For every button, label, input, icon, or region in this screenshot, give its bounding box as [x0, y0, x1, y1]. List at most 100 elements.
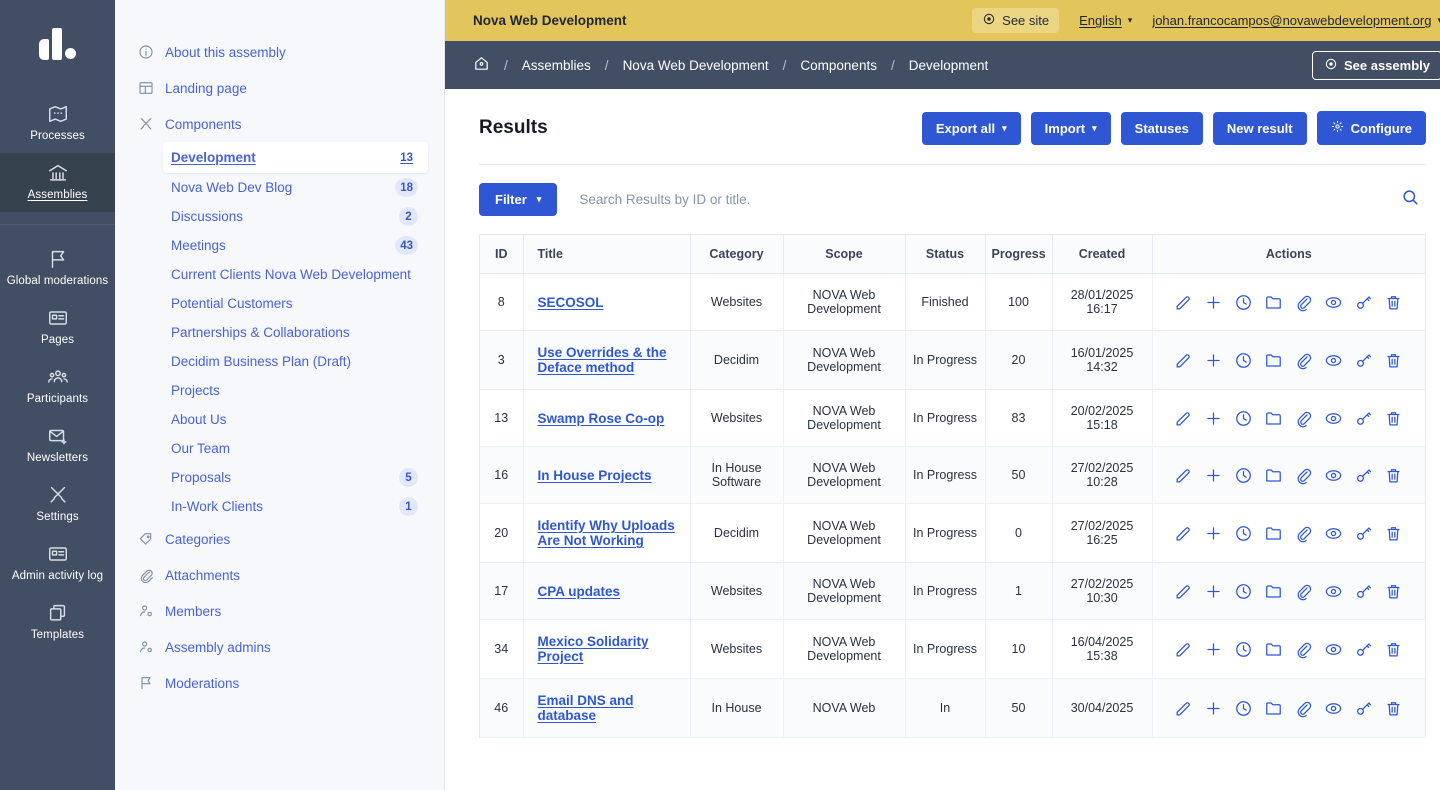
paperclip-icon[interactable] — [1293, 350, 1314, 371]
result-title-link[interactable]: Mexico Solidarity Project — [537, 634, 649, 664]
result-title-link[interactable]: In House Projects — [537, 467, 652, 483]
plus-icon[interactable] — [1203, 465, 1224, 486]
rail-item-templates[interactable]: Templates — [0, 593, 115, 652]
folder-icon[interactable] — [1263, 408, 1284, 429]
paperclip-icon[interactable] — [1293, 639, 1314, 660]
key-icon[interactable] — [1353, 639, 1374, 660]
key-icon[interactable] — [1353, 698, 1374, 719]
breadcrumb-item-development[interactable]: Development — [908, 57, 989, 73]
clock-icon[interactable] — [1233, 581, 1254, 602]
plus-icon[interactable] — [1203, 292, 1224, 313]
key-icon[interactable] — [1353, 292, 1374, 313]
folder-icon[interactable] — [1263, 350, 1284, 371]
paperclip-icon[interactable] — [1293, 408, 1314, 429]
col-header-status[interactable]: Status — [905, 235, 986, 274]
pencil-icon[interactable] — [1173, 639, 1194, 660]
user-menu[interactable]: johan.francocampos@novawebdevelopment.or… — [1152, 13, 1440, 28]
plus-icon[interactable] — [1203, 523, 1224, 544]
key-icon[interactable] — [1353, 523, 1374, 544]
result-title-link[interactable]: CPA updates — [537, 583, 621, 599]
pencil-icon[interactable] — [1173, 350, 1194, 371]
eye-icon[interactable] — [1323, 292, 1344, 313]
sidebar-component-projects[interactable]: Projects — [163, 376, 428, 405]
key-icon[interactable] — [1353, 581, 1374, 602]
search-input[interactable] — [579, 192, 1401, 207]
plus-icon[interactable] — [1203, 639, 1224, 660]
pencil-icon[interactable] — [1173, 523, 1194, 544]
trash-icon[interactable] — [1383, 292, 1404, 313]
clock-icon[interactable] — [1233, 350, 1254, 371]
paperclip-icon[interactable] — [1293, 465, 1314, 486]
sidebar-component-potential-customers[interactable]: Potential Customers — [163, 289, 428, 318]
pencil-icon[interactable] — [1173, 408, 1194, 429]
folder-icon[interactable] — [1263, 523, 1284, 544]
sidebar-item-categories[interactable]: Categories — [115, 521, 444, 557]
sidebar-item-components[interactable]: Components — [115, 106, 444, 142]
sidebar-component-nova-web-dev-blog[interactable]: Nova Web Dev Blog 18 — [163, 173, 428, 202]
folder-icon[interactable] — [1263, 292, 1284, 313]
pencil-icon[interactable] — [1173, 581, 1194, 602]
folder-icon[interactable] — [1263, 698, 1284, 719]
rail-item-admin-activity-log[interactable]: Admin activity log — [0, 534, 115, 593]
statuses-button[interactable]: Statuses — [1120, 111, 1203, 145]
see-site-button[interactable]: See site — [972, 8, 1060, 33]
eye-icon[interactable] — [1323, 523, 1344, 544]
plus-icon[interactable] — [1203, 350, 1224, 371]
import-button[interactable]: Import ▾ — [1030, 111, 1111, 145]
pencil-icon[interactable] — [1173, 698, 1194, 719]
result-title-link[interactable]: Swamp Rose Co-op — [537, 410, 665, 426]
trash-icon[interactable] — [1383, 523, 1404, 544]
plus-icon[interactable] — [1203, 581, 1224, 602]
rail-item-global-moderations[interactable]: Global moderations — [0, 239, 115, 298]
decidim-logo[interactable] — [0, 8, 115, 80]
key-icon[interactable] — [1353, 465, 1374, 486]
language-selector[interactable]: English ▾ — [1079, 13, 1132, 28]
rail-item-participants[interactable]: Participants — [0, 357, 115, 416]
sidebar-item-about-this-assembly[interactable]: About this assembly — [115, 34, 444, 70]
sidebar-component-development[interactable]: Development 13 — [163, 142, 428, 173]
sidebar-component-meetings[interactable]: Meetings 43 — [163, 231, 428, 260]
search-icon[interactable] — [1401, 188, 1420, 212]
folder-icon[interactable] — [1263, 639, 1284, 660]
result-title-link[interactable]: Email DNS and database — [537, 693, 634, 723]
eye-icon[interactable] — [1323, 465, 1344, 486]
trash-icon[interactable] — [1383, 350, 1404, 371]
see-assembly-button[interactable]: See assembly — [1311, 50, 1440, 80]
result-title-link[interactable]: Identify Why Uploads Are Not Working — [537, 518, 675, 548]
export-all-button[interactable]: Export all ▾ — [921, 111, 1021, 145]
sidebar-component-our-team[interactable]: Our Team — [163, 434, 428, 463]
eye-icon[interactable] — [1323, 408, 1344, 429]
filter-button[interactable]: Filter ▾ — [479, 183, 558, 216]
sidebar-item-moderations[interactable]: Moderations — [115, 665, 444, 701]
clock-icon[interactable] — [1233, 465, 1254, 486]
sidebar-component-discussions[interactable]: Discussions 2 — [163, 202, 428, 231]
plus-icon[interactable] — [1203, 698, 1224, 719]
rail-item-processes[interactable]: Processes — [0, 94, 115, 153]
folder-icon[interactable] — [1263, 465, 1284, 486]
eye-icon[interactable] — [1323, 581, 1344, 602]
folder-icon[interactable] — [1263, 581, 1284, 602]
key-icon[interactable] — [1353, 350, 1374, 371]
col-header-created[interactable]: Created — [1052, 235, 1153, 274]
result-title-link[interactable]: Use Overrides & the Deface method — [537, 345, 667, 375]
new-result-button[interactable]: New result — [1212, 111, 1307, 145]
paperclip-icon[interactable] — [1293, 581, 1314, 602]
home-icon[interactable] — [473, 55, 490, 75]
trash-icon[interactable] — [1383, 408, 1404, 429]
trash-icon[interactable] — [1383, 698, 1404, 719]
trash-icon[interactable] — [1383, 639, 1404, 660]
clock-icon[interactable] — [1233, 639, 1254, 660]
sidebar-item-members[interactable]: Members — [115, 593, 444, 629]
paperclip-icon[interactable] — [1293, 698, 1314, 719]
key-icon[interactable] — [1353, 408, 1374, 429]
col-header-category[interactable]: Category — [690, 235, 784, 274]
sidebar-component-about-us[interactable]: About Us — [163, 405, 428, 434]
plus-icon[interactable] — [1203, 408, 1224, 429]
sidebar-component-current-clients[interactable]: Current Clients Nova Web Development — [163, 260, 428, 289]
col-header-id[interactable]: ID — [480, 235, 524, 274]
sidebar-component-business-plan[interactable]: Decidim Business Plan (Draft) — [163, 347, 428, 376]
eye-icon[interactable] — [1323, 639, 1344, 660]
clock-icon[interactable] — [1233, 292, 1254, 313]
rail-item-settings[interactable]: Settings — [0, 475, 115, 534]
breadcrumb-item-nova-web-development[interactable]: Nova Web Development — [622, 57, 769, 73]
